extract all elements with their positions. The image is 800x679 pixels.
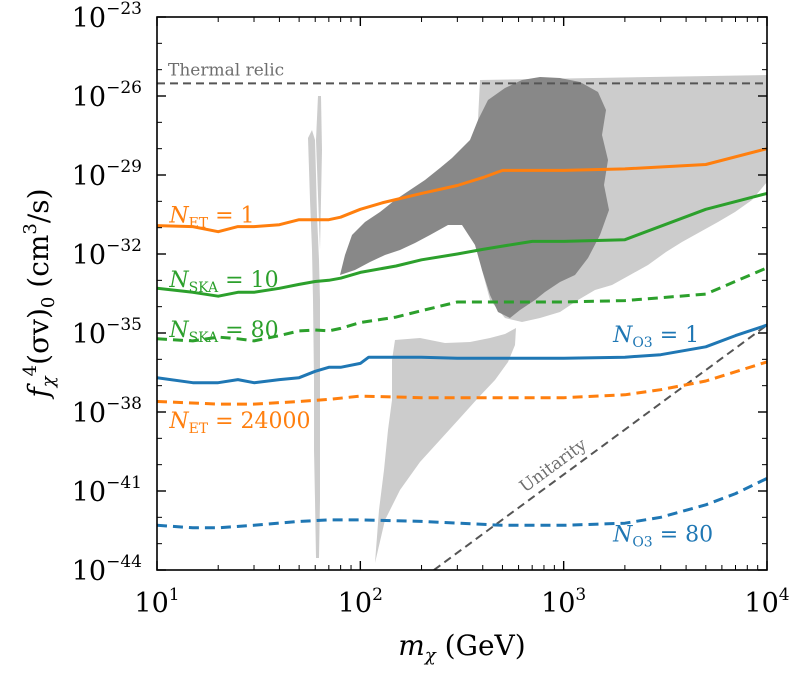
unitarity-label: Unitarity [516,435,591,497]
series-ska80 [157,266,767,343]
region-thin-spike-2 [316,96,322,250]
y-tick-label: 10−38 [72,394,142,429]
thermal-relic-label: Thermal relic [168,60,284,80]
plot-frame [156,16,768,571]
y-tick-label: 10−29 [72,157,142,192]
series-o380 [157,477,767,530]
series-et1 [157,147,767,234]
unitarity-line [433,324,767,570]
y-tick-label: 10−26 [72,78,142,113]
label-o380: NO3 = 80 [612,523,713,551]
reference-lines [157,82,767,570]
y-tick-label: 10−23 [72,0,142,34]
label-ska10: NSKA = 10 [168,268,278,296]
label-ska80: NSKA = 80 [168,318,278,346]
y-tick-label: 10−44 [72,552,142,587]
y-tick-label: 10−32 [72,236,142,271]
region-dark-plume [340,77,609,318]
label-et1: NET = 1 [168,203,254,231]
series-ska10 [157,191,767,298]
region-thin-spike [308,130,320,558]
series-et24000 [157,360,767,406]
y-axis-title: fχ4(σv)0 (cm3/s) [20,188,59,399]
y-tick-label: 10−35 [72,315,142,350]
x-tick-label: 103 [541,585,586,619]
y-tick-label: 10−41 [72,473,142,508]
region-lower-light [375,328,516,563]
label-et24000: NET = 24000 [168,409,310,437]
x-tick-label: 101 [134,585,179,619]
label-o31: NO3 = 1 [612,323,699,351]
x-tick-label: 102 [338,585,383,619]
axis-ticks: 101 102 103 104 10−23 10−26 10−29 10−32 10−35 10−… [72,0,790,619]
x-tick-label: 104 [744,585,789,619]
series-lines [157,147,767,530]
x-axis-title: mχ (GeV) [398,629,525,666]
excluded-regions [308,75,767,563]
series-o31 [157,323,767,385]
